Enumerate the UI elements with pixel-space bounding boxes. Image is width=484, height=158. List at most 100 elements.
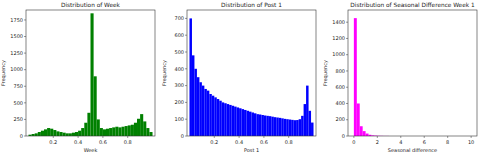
y-tick [185,85,187,86]
x-tick-label: 0.6 [99,139,107,145]
histogram-bar [286,119,288,136]
histogram-bar [94,76,97,136]
y-tick [346,87,348,88]
histogram-bar [78,131,81,136]
x-tick-label: 0.2 [210,139,218,145]
histogram-bar [87,113,90,136]
chart-title: Distribution of Seasonal Difference Week… [350,2,475,8]
histogram-bar [234,107,236,136]
y-tick [185,35,187,36]
histogram-bar [281,118,283,136]
y-tick-label: 600 [335,84,345,90]
y-tick-label: 250 [13,116,23,122]
y-tick [24,19,26,20]
y-tick [24,53,26,54]
histogram-bar [266,116,268,136]
histogram-bar [202,86,204,136]
histogram-bar [47,128,50,136]
y-tick-label: 300 [174,82,184,88]
y-tick [346,22,348,23]
y-tick-label: 100 [174,116,184,122]
histogram-bar [229,105,231,136]
histogram-bar [122,127,125,136]
histogram-bar [207,91,209,136]
histogram-bar [306,86,308,136]
histogram-bar [242,109,244,136]
y-tick-label: 1000 [332,51,345,57]
y-tick-label: 800 [335,68,345,74]
chart-title: Distribution of Post 1 [221,2,282,8]
x-axis-label: Seasonal difference [388,147,437,153]
histogram-bar [66,133,69,136]
histogram-bar [41,131,44,136]
histogram-bar [209,94,211,136]
histogram-bar [249,112,251,136]
y-tick-label: 0 [20,133,23,139]
y-axis-label: Frequency [0,60,7,86]
histogram-bar [227,104,229,136]
plot-frame [187,10,316,136]
histogram-bar [271,117,273,136]
histogram-bar [100,128,103,136]
histogram-bar [59,132,62,136]
histogram-bar [261,115,263,136]
x-tick-label: 0.2 [49,139,57,145]
y-axis-label: Frequency [322,60,329,86]
y-tick [346,103,348,104]
histogram-bar [72,133,75,136]
histogram-bar [259,114,261,136]
plot-frame [348,10,477,136]
histogram-bar [239,108,241,136]
histogram-bar [309,111,311,136]
histogram-bar [75,132,78,136]
y-tick [185,52,187,53]
x-tick-label: 2 [376,139,379,145]
histogram-bar [63,133,66,136]
histogram-bar [244,110,246,136]
y-tick [24,136,26,137]
histogram-bar [269,116,271,136]
bars [28,13,152,136]
y-tick [24,36,26,37]
x-axis-label: Week [84,147,98,153]
histogram-bar [199,82,201,136]
y-tick-label: 200 [174,99,184,105]
histogram-bar [91,13,94,136]
histogram-bar [279,118,281,136]
y-tick [185,136,187,137]
histogram-bar [149,132,152,136]
y-tick [346,70,348,71]
y-tick-label: 0 [181,133,184,139]
histogram-bar [137,119,140,136]
histogram-bar [128,125,131,136]
y-tick [24,119,26,120]
y-tick [24,69,26,70]
histogram-bar [247,111,249,136]
histogram-bar [97,119,100,136]
histogram-bar [360,126,363,136]
histogram-bar [44,129,47,136]
histogram-bar [143,121,146,136]
histogram-bar [192,55,194,136]
histogram-bar [81,128,84,136]
histogram-bar [264,116,266,136]
histogram-bar [214,97,216,136]
y-tick-label: 1000 [10,66,23,72]
bars [354,18,389,136]
x-tick-label: 0.4 [74,139,82,145]
histogram-bar [357,103,360,136]
y-tick-label: 600 [174,32,184,38]
histogram-bar [304,104,306,136]
histogram-bar [53,130,56,136]
histogram-bar [222,102,224,136]
histogram-bar [56,131,59,136]
histogram-bar [197,77,199,136]
histogram-bar [254,113,256,136]
x-tick-label: 0 [352,139,355,145]
y-tick [24,86,26,87]
y-tick-label: 1250 [10,50,23,56]
histogram-bar [296,120,298,136]
histogram-bar [115,127,118,136]
histogram-bar [299,119,301,136]
x-tick-label: 0.8 [124,139,132,145]
